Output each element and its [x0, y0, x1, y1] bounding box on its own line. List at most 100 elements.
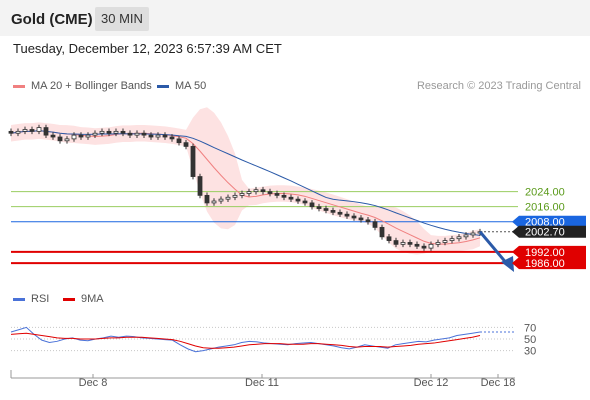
candle-body [169, 136, 175, 140]
candle-body [183, 142, 189, 147]
x-tick-label-3: Dec 18 [481, 377, 516, 389]
candle [358, 215, 364, 223]
candle-body [22, 129, 28, 132]
candle [442, 237, 448, 246]
candle [78, 132, 84, 140]
candle [15, 128, 21, 137]
candle-body [64, 138, 70, 142]
candle-body [127, 132, 133, 136]
candle [141, 130, 147, 138]
candle-body [148, 134, 154, 138]
candle-body [372, 221, 378, 228]
candle-body [274, 193, 280, 196]
x-tick-label-2: Dec 12 [414, 377, 449, 389]
candle-body [386, 236, 392, 241]
candle [379, 224, 385, 240]
candle [169, 134, 175, 142]
candle [435, 239, 441, 248]
legend-ma20-label: MA 20 + Bollinger Bands [31, 80, 152, 92]
candle-body [197, 176, 203, 196]
candle [393, 237, 399, 248]
last-price-label-box [512, 225, 586, 238]
candle [428, 241, 434, 251]
candle-body [162, 134, 168, 138]
candle [64, 136, 70, 144]
candle-body [246, 191, 252, 194]
candle [260, 186, 266, 195]
candle-body [232, 194, 238, 198]
candle [330, 207, 336, 216]
candle [407, 239, 413, 248]
rsi-tick-50: 50 [524, 334, 536, 346]
legend-ma50: MA 50 [157, 80, 206, 92]
candle-body [36, 127, 42, 132]
candle [323, 205, 329, 214]
candle [43, 124, 49, 138]
legend-9ma-label: 9MA [81, 293, 104, 305]
candle [421, 243, 427, 251]
legend-9ma-swatch [63, 297, 75, 301]
candle [372, 218, 378, 231]
rsi-line [10, 326, 481, 353]
legend-ma20: MA 20 + Bollinger Bands [13, 80, 152, 92]
candle-body [113, 130, 119, 134]
candle [106, 128, 112, 137]
candle-body [29, 129, 35, 132]
candle-body [470, 232, 476, 236]
candle [183, 139, 189, 150]
projection-arrow-line [478, 230, 510, 266]
candle [190, 143, 196, 180]
bollinger-band [11, 107, 480, 255]
candle-body [85, 134, 91, 138]
level-label-2016.00: 2016.00 [525, 202, 565, 214]
candle [337, 209, 343, 218]
candle [120, 128, 126, 137]
candle [8, 128, 14, 137]
candle-body [211, 200, 217, 204]
candle-body [50, 134, 56, 138]
candle-body [78, 134, 84, 138]
candle-body [71, 134, 77, 140]
rsi-ma-line [10, 332, 481, 349]
candle-body [43, 127, 49, 136]
candle [127, 130, 133, 138]
candle-body [288, 196, 294, 200]
candle-body [323, 208, 329, 211]
x-tick-label-0: Dec 8 [79, 377, 108, 389]
candle [253, 186, 259, 195]
credit-text: Research © 2023 Trading Central [416, 80, 581, 92]
candle-body [190, 146, 196, 177]
candle-body [120, 130, 126, 134]
candle-body [358, 217, 364, 221]
legend-rsi: RSI [13, 293, 49, 305]
x-tick-label-1: Dec 11 [245, 377, 279, 389]
candle-body [351, 215, 357, 219]
candle-body [218, 198, 224, 202]
candle-body [267, 191, 273, 194]
candle [57, 134, 63, 144]
candle [50, 132, 56, 140]
last-price-label: 2002.70 [525, 227, 565, 239]
candle [36, 124, 42, 135]
timeframe-badge[interactable]: 30 MIN [95, 7, 149, 31]
candle-body [225, 196, 231, 200]
ma50-line [10, 130, 481, 236]
candle [218, 196, 224, 204]
candle [176, 136, 182, 146]
candle-body [302, 200, 308, 204]
candle [99, 128, 105, 137]
candle-body [316, 206, 322, 209]
candle [155, 132, 161, 140]
candle-body [428, 243, 434, 249]
candle-body [365, 219, 371, 223]
candle-body [134, 132, 140, 136]
candle [162, 132, 168, 140]
legend-rsi-swatch [13, 297, 25, 301]
candle-body [253, 189, 259, 193]
candle [267, 188, 273, 197]
candle [344, 211, 350, 219]
candle [351, 213, 357, 221]
rsi-tick-30: 30 [524, 346, 536, 358]
candle-body [442, 240, 448, 243]
